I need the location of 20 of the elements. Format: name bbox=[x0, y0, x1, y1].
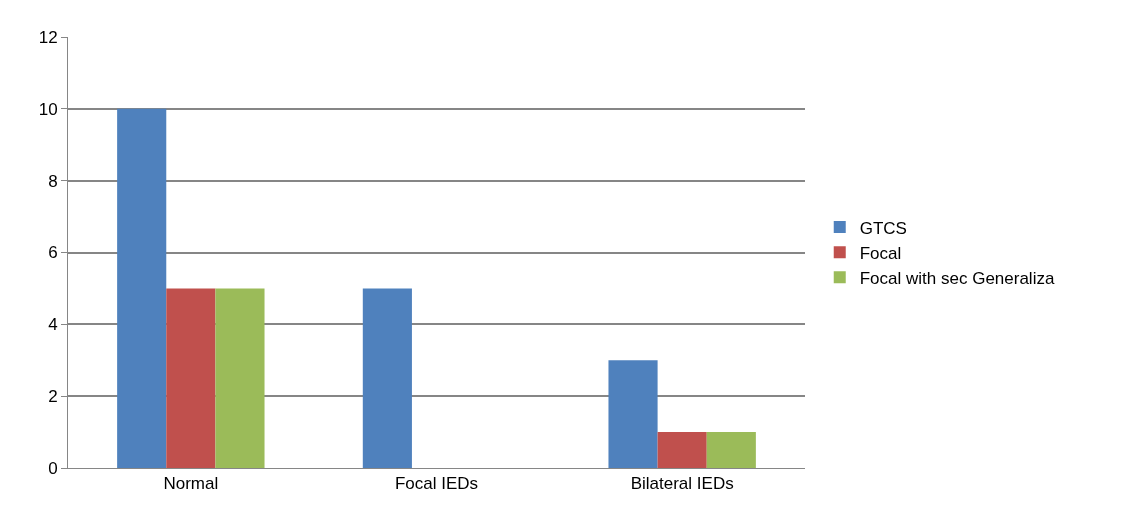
legend-label: GTCS bbox=[859, 218, 907, 238]
y-tick-label: 2 bbox=[48, 387, 58, 407]
x-tick-label: Bilateral IEDs bbox=[630, 474, 734, 494]
y-tick-label: 0 bbox=[48, 458, 58, 478]
y-tick-label: 8 bbox=[48, 171, 58, 191]
y-tick-label: 6 bbox=[48, 243, 58, 263]
bar bbox=[215, 288, 265, 468]
bar bbox=[362, 288, 412, 468]
x-tick-label: Focal IEDs bbox=[394, 474, 479, 494]
bar bbox=[657, 432, 707, 468]
bar bbox=[117, 108, 167, 468]
y-tick-label: 10 bbox=[38, 99, 58, 119]
legend-label: Focal bbox=[859, 243, 902, 263]
bar bbox=[706, 432, 756, 468]
legend-label: Focal with sec Generaliza bbox=[859, 268, 1055, 288]
bar bbox=[166, 288, 216, 468]
x-tick-label: Normal bbox=[163, 474, 219, 494]
y-tick-label: 4 bbox=[48, 315, 58, 335]
bar bbox=[608, 360, 658, 468]
y-tick-label: 12 bbox=[38, 27, 58, 47]
